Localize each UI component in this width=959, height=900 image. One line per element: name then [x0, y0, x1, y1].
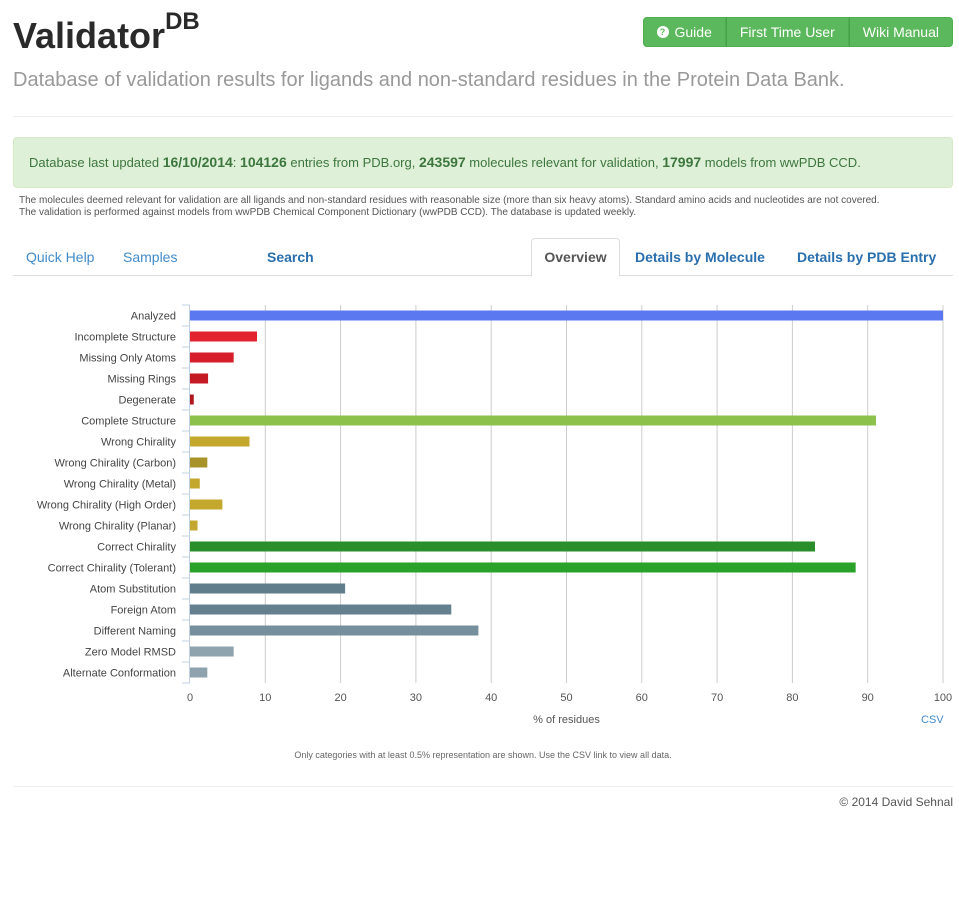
tab-bar: Quick Help Samples Search Overview Detai… — [13, 238, 953, 277]
x-tick-label: 30 — [410, 692, 422, 704]
category-label: Atom Substitution — [90, 584, 176, 596]
chart-footnote: Only categories with at least 0.5% repre… — [294, 750, 672, 760]
x-tick-label: 60 — [636, 692, 648, 704]
database-status-alert: Database last updated 16/10/2014: 104126… — [13, 137, 953, 188]
tab-overview[interactable]: Overview — [531, 238, 620, 277]
alert-models-count: 17997 — [662, 154, 702, 170]
bar — [190, 331, 258, 342]
footer-divider — [13, 786, 953, 787]
header-divider — [13, 116, 953, 117]
bar — [190, 478, 200, 489]
bar — [190, 562, 856, 573]
overview-bar-chart: Analyzed Incomplete Structure Missing Only… — [37, 304, 952, 726]
category-label: Wrong Chirality (High Order) — [37, 500, 176, 512]
bar — [190, 520, 198, 531]
alert-molecules-count: 243597 — [418, 154, 466, 170]
category-label: Incomplete Structure — [75, 332, 177, 344]
info-note-2: The validation is performed against mode… — [19, 207, 637, 218]
question-icon: ? — [656, 26, 669, 38]
bar — [190, 352, 234, 363]
bar — [190, 415, 876, 426]
bar — [190, 625, 479, 636]
x-tick-label: 0 — [187, 692, 193, 704]
first-time-user-button[interactable]: First Time User — [725, 17, 849, 47]
page-subtitle: Database of validation results for ligan… — [13, 69, 845, 91]
bar — [190, 646, 234, 657]
category-label: Wrong Chirality (Carbon) — [55, 458, 176, 470]
x-tick-label: 10 — [259, 692, 271, 704]
category-label: Degenerate — [119, 395, 177, 407]
bar — [190, 541, 815, 552]
csv-link[interactable]: CSV — [921, 714, 944, 726]
category-label: Correct Chirality — [97, 542, 176, 554]
category-label: Wrong Chirality (Planar) — [59, 521, 176, 533]
first-time-user-label: First Time User — [739, 24, 835, 40]
category-label: Foreign Atom — [111, 605, 176, 617]
alert-prefix: Database last updated — [29, 155, 163, 170]
app-title-sup: DB — [165, 8, 200, 35]
alert-date: 16/10/2014 — [162, 154, 233, 170]
tab-details-by-molecule[interactable]: Details by Molecule — [635, 249, 765, 265]
category-label: Wrong Chirality — [101, 437, 176, 449]
guide-button[interactable]: ? Guide — [642, 17, 726, 47]
bar — [190, 499, 223, 510]
bar — [190, 394, 194, 405]
x-tick-label: 70 — [711, 692, 723, 704]
x-tick-label: 90 — [862, 692, 874, 704]
alert-entries-count: 104126 — [240, 154, 287, 170]
app-title: ValidatorDB — [13, 10, 200, 58]
info-notes: The molecules deemed relevant for valida… — [19, 195, 949, 219]
app-title-text: Validator — [13, 15, 166, 56]
x-axis-title: % of residues — [533, 714, 600, 726]
bar — [190, 667, 208, 678]
category-label: Different Naming — [94, 626, 176, 638]
alert-molecules-text: molecules relevant for validation, — [465, 155, 663, 170]
bar — [190, 373, 209, 384]
tab-samples[interactable]: Samples — [123, 249, 178, 265]
x-tick-label: 100 — [934, 692, 952, 704]
x-tick-label: 40 — [485, 692, 497, 704]
x-tick-label: 20 — [334, 692, 346, 704]
wiki-manual-label: Wiki Manual — [862, 24, 939, 40]
alert-entries-text: entries from PDB.org, — [286, 155, 419, 170]
footer-copyright: © 2014 David Sehnal — [839, 795, 953, 809]
category-label: Wrong Chirality (Metal) — [64, 479, 176, 491]
header-button-group: ? Guide First Time User Wiki Manual — [642, 17, 953, 47]
tab-search[interactable]: Search — [267, 249, 314, 265]
category-label: Correct Chirality (Tolerant) — [48, 563, 176, 575]
tab-quick-help[interactable]: Quick Help — [26, 249, 95, 265]
bar — [190, 583, 346, 594]
bar — [190, 310, 943, 321]
page: ValidatorDB ? Guide First Time User Wiki … — [13, 0, 953, 900]
bar — [190, 457, 208, 468]
alert-sep: : — [232, 155, 241, 170]
x-tick-label: 80 — [786, 692, 798, 704]
category-label: Missing Rings — [108, 374, 177, 386]
category-label: Analyzed — [131, 311, 176, 323]
tab-details-by-pdb-entry[interactable]: Details by PDB Entry — [797, 249, 937, 265]
guide-button-label: Guide — [674, 24, 712, 40]
bar — [190, 604, 452, 615]
category-label: Zero Model RMSD — [85, 647, 176, 659]
category-label: Missing Only Atoms — [79, 353, 176, 365]
info-note-1: The molecules deemed relevant for valida… — [19, 195, 880, 206]
wiki-manual-button[interactable]: Wiki Manual — [848, 17, 953, 47]
alert-models-text: models from wwPDB CCD. — [701, 155, 861, 170]
x-tick-label: 50 — [560, 692, 572, 704]
bar — [190, 436, 250, 447]
category-label: Alternate Conformation — [63, 668, 176, 680]
category-label: Complete Structure — [81, 416, 176, 428]
